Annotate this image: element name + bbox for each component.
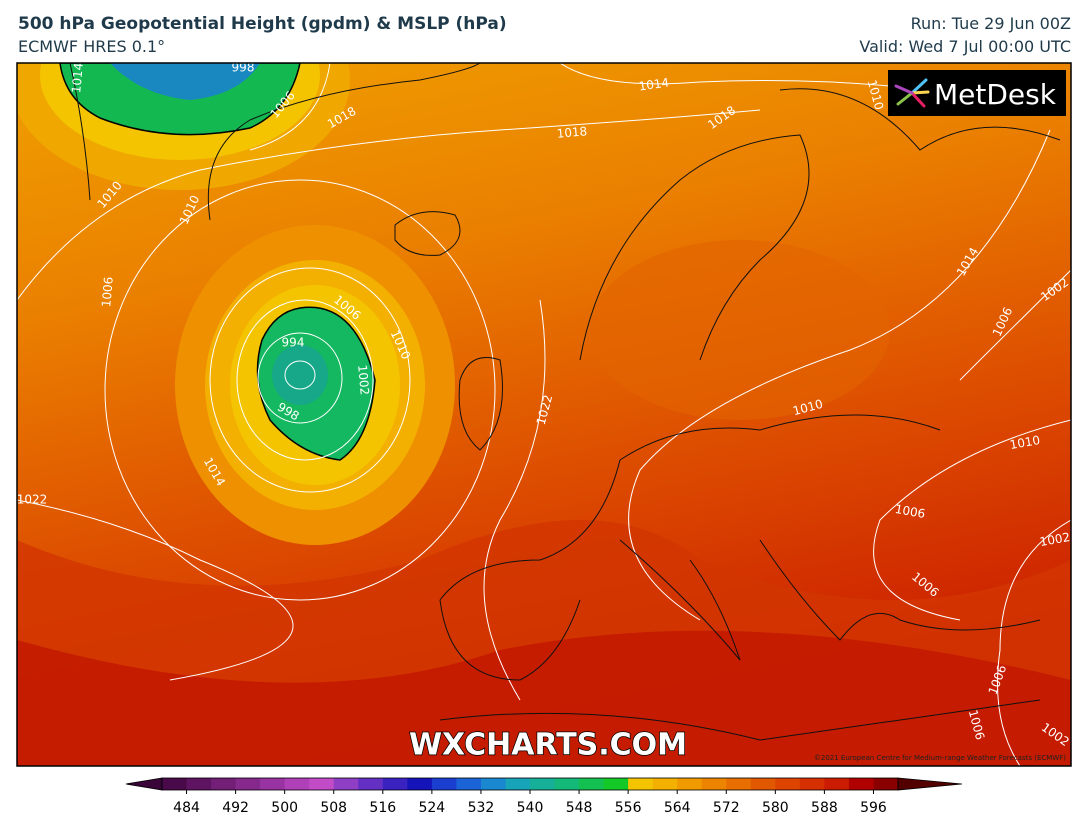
colorbar-bin bbox=[235, 778, 261, 790]
contour-label: 1002 bbox=[1039, 530, 1072, 549]
colorbar-bin bbox=[603, 778, 629, 790]
contour-label: 1014 bbox=[638, 75, 670, 93]
contour-label: 1022 bbox=[17, 493, 48, 507]
colorbar-tick-label: 532 bbox=[468, 800, 495, 816]
colorbar-tick-label: 540 bbox=[517, 800, 544, 816]
contour-label: 1006 bbox=[894, 502, 927, 521]
contour-label: 1018 bbox=[556, 124, 588, 141]
copyright: ©2021 European Centre for Medium-range W… bbox=[814, 754, 1066, 762]
colorbar-bin bbox=[799, 778, 825, 790]
colorbar-tick-label: 492 bbox=[222, 800, 249, 816]
colorbar-tick-label: 580 bbox=[762, 800, 789, 816]
colorbar-bin bbox=[530, 778, 556, 790]
subtitle: ECMWF HRES 0.1° bbox=[18, 37, 166, 56]
colorbar-bin bbox=[407, 778, 433, 790]
contour-label: 1006 bbox=[99, 276, 116, 308]
colorbar-tick-label: 500 bbox=[271, 800, 298, 816]
colorbar-bin bbox=[211, 778, 237, 790]
map-frame bbox=[16, 62, 1072, 767]
coastlines bbox=[69, 63, 1061, 741]
colorbar-bin bbox=[628, 778, 654, 790]
colorbar-bin bbox=[652, 778, 678, 790]
colorbar-tick-label: 524 bbox=[418, 800, 445, 816]
valid-time: Valid: Wed 7 Jul 00:00 UTC bbox=[859, 37, 1071, 56]
colorbar-bin bbox=[726, 778, 752, 790]
contour-label: 998 bbox=[232, 61, 255, 75]
contour-label: 1014 bbox=[69, 62, 86, 94]
colorbar-bin bbox=[186, 778, 212, 790]
contour-label: 1010 bbox=[1009, 433, 1042, 452]
colorbar-bin bbox=[260, 778, 286, 790]
colorbar-bin bbox=[579, 778, 605, 790]
colorbar-bin bbox=[750, 778, 776, 790]
colorbar-bin bbox=[480, 778, 506, 790]
colorbar-bin bbox=[873, 778, 899, 790]
colorbar-bin bbox=[775, 778, 801, 790]
map-field: 1014 998 1006 1018 1014 1018 1018 1010 1… bbox=[17, 61, 1072, 766]
colorbar-tick-label: 588 bbox=[811, 800, 838, 816]
watermark: WXCHARTS.COM bbox=[409, 728, 687, 763]
colorbar-bin bbox=[554, 778, 580, 790]
colorbar-tick-label: 516 bbox=[369, 800, 396, 816]
colorbar: 484 492 500 508 516 524 532 540 548 556 564 572 580 5… bbox=[125, 777, 963, 816]
logo-text: MetDesk bbox=[934, 78, 1057, 111]
colorbar-tick-label: 508 bbox=[320, 800, 347, 816]
colorbar-tick-label: 572 bbox=[713, 800, 740, 816]
title: 500 hPa Geopotential Height (gpdm) & MSL… bbox=[18, 14, 507, 34]
colorbar-bin bbox=[824, 778, 850, 790]
colorbar-bin bbox=[848, 778, 874, 790]
colorbar-arrow-high bbox=[897, 777, 963, 791]
colorbar-bin bbox=[505, 778, 531, 790]
logo-icon bbox=[894, 78, 930, 108]
colorbar-bin bbox=[677, 778, 703, 790]
colorbar-bin bbox=[284, 778, 310, 790]
colorbar-arrow-low bbox=[125, 777, 163, 791]
colorbar-bin bbox=[309, 778, 335, 790]
colorbar-tick-label: 564 bbox=[664, 800, 691, 816]
colorbar-bin bbox=[382, 778, 408, 790]
colorbar-bin bbox=[162, 778, 188, 790]
colorbar-bin bbox=[333, 778, 359, 790]
colorbar-bin bbox=[358, 778, 384, 790]
colorbar-tick-label: 484 bbox=[173, 800, 200, 816]
run-time: Run: Tue 29 Jun 00Z bbox=[910, 14, 1071, 33]
colorbar-bin bbox=[456, 778, 482, 790]
colorbar-tick-label: 548 bbox=[566, 800, 593, 816]
colorbar-tick-label: 596 bbox=[860, 800, 887, 816]
contour-label: 1002 bbox=[355, 364, 372, 396]
isobars bbox=[17, 63, 1071, 766]
colorbar-bin bbox=[701, 778, 727, 790]
colorbar-tick-label: 556 bbox=[615, 800, 642, 816]
contour-label: 994 bbox=[282, 336, 305, 350]
colorbar-bin bbox=[431, 778, 457, 790]
